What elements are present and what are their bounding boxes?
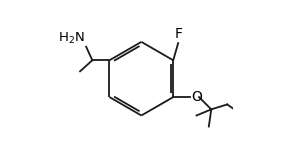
Text: O: O [191,90,202,104]
Text: F: F [174,27,182,41]
Text: H$_2$N: H$_2$N [58,30,84,46]
